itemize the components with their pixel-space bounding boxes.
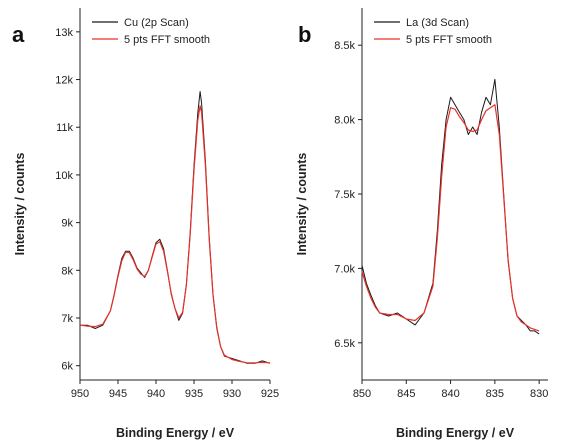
x-tick-label: 930 xyxy=(223,388,241,400)
legend: La (3d Scan) 5 pts FFT smooth xyxy=(374,17,492,46)
x-tick-label: 830 xyxy=(530,388,548,400)
x-axis-title: Binding Energy / eV xyxy=(116,426,235,440)
y-tick-label: 6.5k xyxy=(334,338,355,350)
legend-entry: La (3d Scan) xyxy=(406,17,469,29)
y-tick-label: 10k xyxy=(55,170,73,182)
legend-entry: Cu (2p Scan) xyxy=(124,17,189,29)
legend-entry: 5 pts FFT smooth xyxy=(406,34,492,46)
x-tick-label: 835 xyxy=(486,388,504,400)
y-tick-label: 13k xyxy=(55,27,73,39)
series-line-smooth xyxy=(79,105,271,364)
legend: Cu (2p Scan) 5 pts FFT smooth xyxy=(92,17,210,46)
y-tick-label: 7k xyxy=(61,313,73,325)
series-line-raw xyxy=(80,91,271,364)
y-axis-title: Intensity / counts xyxy=(295,153,309,256)
x-tick-label: 845 xyxy=(397,388,415,400)
y-tick-label: 8.5k xyxy=(334,40,355,52)
y-tick-label: 7.5k xyxy=(334,189,355,201)
y-tick-label: 6k xyxy=(61,361,73,373)
x-tick-label: 950 xyxy=(71,388,89,400)
y-tick-label: 8.0k xyxy=(334,115,355,127)
panel-label: a xyxy=(12,22,25,47)
y-tick-label: 12k xyxy=(55,75,73,87)
chart-panel-a: a 6k 7k 8k 9k 10k 11k 12k 13k 950 945 940 935 930 925 B… xyxy=(12,8,279,440)
x-axis-title: Binding Energy / eV xyxy=(396,426,515,440)
series-line-smooth xyxy=(361,104,540,332)
chart-panel-b: b 6.5k 7.0k 7.5k 8.0k 8.5k 850 845 840 835 830 Bind… xyxy=(295,8,548,440)
x-tick-label: 935 xyxy=(185,388,203,400)
x-tick-label: 940 xyxy=(147,388,165,400)
y-tick-label: 11k xyxy=(56,122,73,134)
legend-entry: 5 pts FFT smooth xyxy=(124,34,210,46)
y-tick-label: 8k xyxy=(61,265,73,277)
x-tick-label: 925 xyxy=(261,388,279,400)
x-tick-label: 840 xyxy=(441,388,459,400)
y-tick-label: 9k xyxy=(61,218,73,230)
x-tick-label: 945 xyxy=(109,388,127,400)
y-axis-title: Intensity / counts xyxy=(13,153,27,256)
x-tick-label: 850 xyxy=(353,388,371,400)
y-tick-label: 7.0k xyxy=(334,263,355,275)
panel-label: b xyxy=(298,22,311,47)
